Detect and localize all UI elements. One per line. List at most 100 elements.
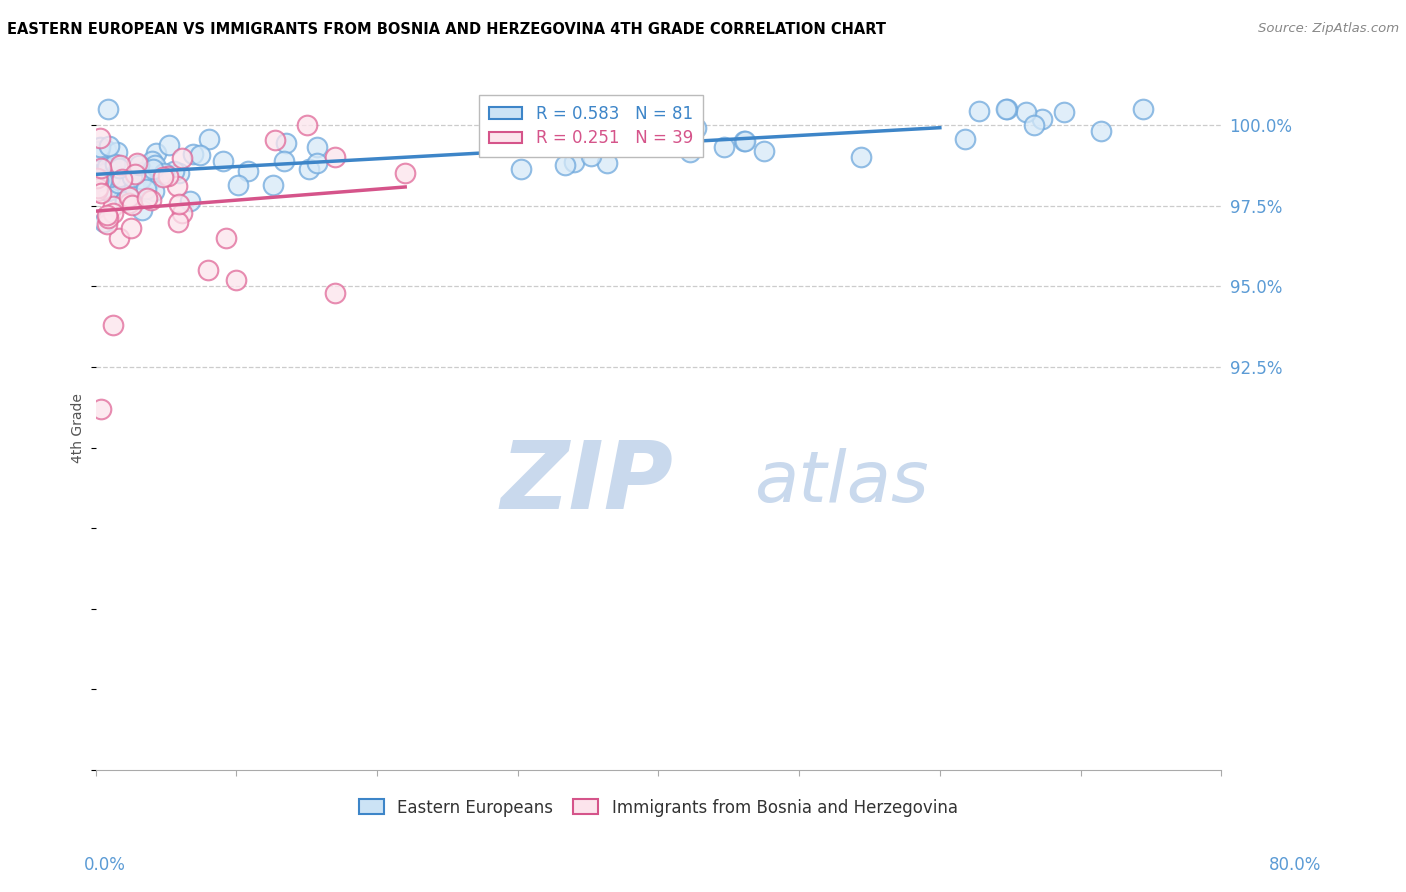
Point (167, 166, 190, 180)
Point (188, 148, 211, 162)
Point (128, 157, 150, 171)
Point (142, 171, 165, 186)
Point (179, 194, 201, 208)
Point (153, 166, 176, 180)
Point (96, 208, 118, 222)
Point (108, 231, 131, 245)
Point (96, 160, 118, 174)
Point (172, 151, 194, 165)
Point (132, 165, 155, 179)
Point (97, 211, 120, 225)
Point (145, 145, 167, 160)
Point (1053, 105, 1076, 120)
Point (135, 191, 157, 205)
Point (107, 176, 129, 190)
Point (579, 148, 602, 162)
Point (713, 140, 735, 154)
Text: ZIP: ZIP (501, 437, 673, 529)
Point (212, 154, 235, 169)
Point (141, 153, 163, 168)
Point (86, 184, 108, 198)
Point (90, 401, 112, 416)
Point (87, 181, 110, 195)
Point (307, 140, 329, 154)
Point (101, 318, 124, 332)
Point (236, 164, 259, 178)
Point (91, 173, 114, 187)
Point (851, 150, 873, 164)
Point (97, 138, 120, 153)
Point (101, 199, 124, 213)
Point (167, 215, 190, 229)
Point (262, 178, 284, 193)
Point (87, 144, 110, 158)
Point (93, 215, 115, 229)
Point (264, 133, 287, 147)
Point (1031, 112, 1053, 127)
Point (110, 157, 132, 171)
Point (139, 194, 162, 208)
Point (633, 112, 655, 126)
Legend: Eastern Europeans, Immigrants from Bosnia and Herzegovina: Eastern Europeans, Immigrants from Bosni… (353, 792, 965, 823)
Point (215, 231, 238, 245)
Point (166, 179, 188, 194)
Point (98, 169, 121, 184)
Point (111, 171, 134, 186)
Point (107, 173, 129, 187)
Point (596, 155, 619, 169)
Point (96, 183, 118, 197)
Point (969, 103, 991, 118)
Point (142, 161, 165, 176)
Point (143, 159, 166, 173)
Point (114, 194, 136, 208)
Point (554, 126, 576, 140)
Point (135, 182, 157, 196)
Y-axis label: 4th Grade: 4th Grade (72, 393, 86, 463)
Text: 80.0%: 80.0% (1270, 856, 1322, 874)
Point (107, 170, 129, 185)
Point (101, 206, 124, 220)
Point (152, 169, 174, 184)
Point (114, 194, 136, 208)
Point (323, 150, 346, 164)
Point (131, 203, 153, 218)
Point (122, 179, 145, 194)
Point (1022, 118, 1045, 132)
Point (181, 147, 204, 161)
Point (142, 184, 165, 198)
Point (734, 134, 756, 148)
Point (394, 166, 416, 180)
Point (89, 139, 111, 153)
Point (90, 186, 112, 200)
Point (167, 197, 190, 211)
Point (100, 159, 122, 173)
Point (121, 170, 143, 185)
Point (96, 143, 118, 157)
Point (170, 206, 193, 220)
Point (86, 147, 108, 161)
Point (752, 144, 775, 158)
Point (89, 150, 111, 164)
Point (108, 161, 131, 175)
Point (197, 132, 219, 146)
Text: 0.0%: 0.0% (84, 856, 127, 874)
Point (298, 161, 321, 176)
Point (96, 217, 118, 231)
Point (117, 196, 139, 211)
Point (678, 145, 700, 159)
Point (305, 155, 328, 169)
Point (156, 169, 179, 183)
Text: Source: ZipAtlas.com: Source: ZipAtlas.com (1258, 22, 1399, 36)
Point (1090, 124, 1112, 138)
Point (120, 221, 142, 235)
Point (107, 145, 129, 160)
Point (97, 102, 120, 116)
Point (94, 165, 117, 179)
Point (273, 153, 295, 168)
Point (510, 161, 533, 176)
Point (157, 138, 180, 153)
Point (121, 198, 143, 212)
Text: atlas: atlas (754, 449, 929, 517)
Point (197, 263, 219, 277)
Point (121, 192, 143, 206)
